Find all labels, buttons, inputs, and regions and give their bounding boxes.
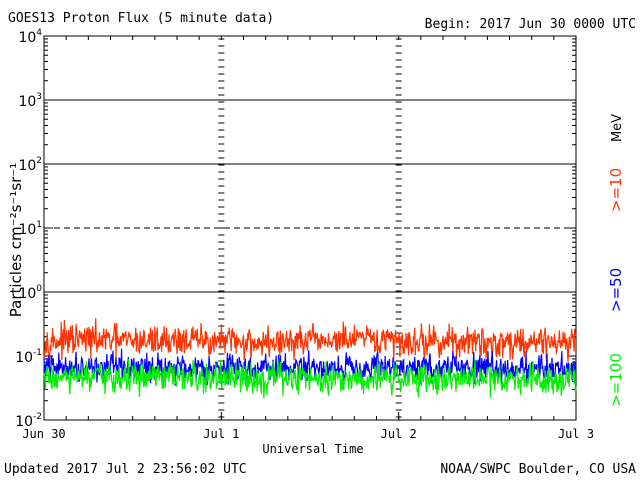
x-tick-label: Jul 2 [381,427,417,441]
y-axis-title: Particles cm⁻²s⁻¹sr⁻¹ [7,163,25,317]
legend-unit-label: MeV [610,114,625,142]
begin-time-label: Begin: 2017 Jun 30 0000 UTC [425,17,636,32]
agency-credit: NOAA/SWPC Boulder, CO USA [440,462,636,477]
legend-label: >=100 [607,353,625,407]
energy-legend: >=10 >=50 >=100 MeV [607,114,625,407]
y-tick-label: 100 [18,284,42,302]
y-tick-label: 10-1 [15,348,42,366]
chart-title: GOES13 Proton Flux (5 minute data) [8,11,274,26]
y-tick-label: 104 [18,28,42,46]
x-tick-label: Jul 1 [203,427,239,441]
x-tick-label: Jul 3 [558,427,594,441]
x-tick-label: Jun 30 [22,427,65,441]
reference-lines [44,99,576,293]
legend-label: >=10 [607,168,625,212]
x-axis-tick-labels: Jun 30 Jul 1 Jul 2 Jul 3 [22,427,594,441]
y-tick-label: 102 [18,156,42,174]
x-axis-title: Universal Time [262,442,363,456]
day-tick-marks [43,36,577,420]
series-lines [43,318,577,399]
legend-label: >=50 [607,268,625,312]
y-tick-label: 103 [18,92,42,110]
y-axis-tick-labels: 10-2 10-1 100 101 102 103 104 [15,28,42,430]
series-line-ge10 [43,318,577,364]
series-line-ge100 [43,358,577,399]
y-tick-label: 10-2 [15,412,42,430]
updated-timestamp: Updated 2017 Jul 2 23:56:02 UTC [4,462,247,477]
y-tick-label: 101 [18,220,42,238]
